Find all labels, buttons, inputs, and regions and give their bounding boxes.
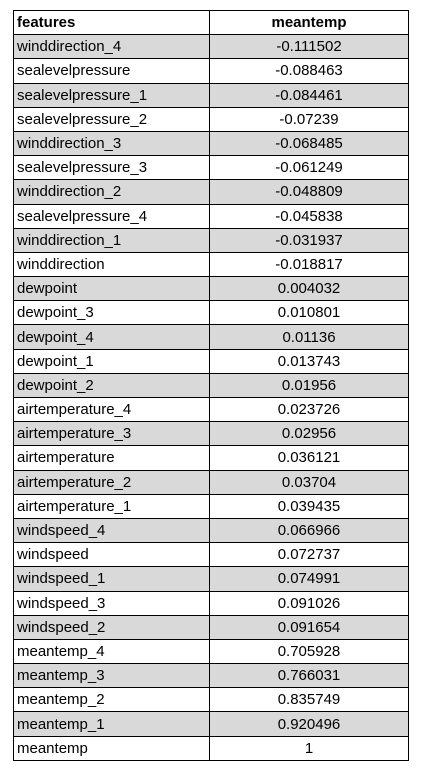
meantemp-value-cell: -0.048809: [210, 180, 409, 204]
table-row: dewpoint_4 0.01136: [14, 325, 409, 349]
meantemp-value-cell: 0.074991: [210, 567, 409, 591]
table-row: meantemp_2 0.835749: [14, 688, 409, 712]
feature-name-cell: dewpoint_4: [14, 325, 210, 349]
table-row: meantemp 1: [14, 736, 409, 760]
table-row: sealevelpressure_4 -0.045838: [14, 204, 409, 228]
feature-name-cell: winddirection_3: [14, 131, 210, 155]
feature-name-cell: airtemperature_2: [14, 470, 210, 494]
feature-name-cell: meantemp_4: [14, 639, 210, 663]
feature-name-cell: winddirection: [14, 252, 210, 276]
meantemp-value-cell: 0.066966: [210, 518, 409, 542]
table-row: airtemperature_1 0.039435: [14, 494, 409, 518]
feature-name-cell: airtemperature_1: [14, 494, 210, 518]
table-row: sealevelpressure_2 -0.07239: [14, 107, 409, 131]
feature-name-cell: meantemp: [14, 736, 210, 760]
correlation-table-container: features meantemp winddirection_4 -0.1115…: [13, 10, 409, 761]
column-header-meantemp: meantemp: [210, 11, 409, 35]
table-row: meantemp_3 0.766031: [14, 664, 409, 688]
feature-name-cell: dewpoint_2: [14, 373, 210, 397]
feature-name-cell: winddirection_2: [14, 180, 210, 204]
meantemp-value-cell: -0.045838: [210, 204, 409, 228]
feature-name-cell: sealevelpressure_1: [14, 83, 210, 107]
table-row: windspeed_2 0.091654: [14, 615, 409, 639]
table-row: airtemperature_3 0.02956: [14, 422, 409, 446]
meantemp-value-cell: 0.091026: [210, 591, 409, 615]
feature-name-cell: meantemp_1: [14, 712, 210, 736]
meantemp-value-cell: 0.766031: [210, 664, 409, 688]
feature-name-cell: windspeed: [14, 543, 210, 567]
correlation-table: features meantemp winddirection_4 -0.1115…: [13, 10, 409, 761]
meantemp-value-cell: 0.036121: [210, 446, 409, 470]
table-row: windspeed_1 0.074991: [14, 567, 409, 591]
feature-name-cell: airtemperature_4: [14, 398, 210, 422]
table-row: winddirection -0.018817: [14, 252, 409, 276]
feature-name-cell: airtemperature_3: [14, 422, 210, 446]
feature-name-cell: windspeed_3: [14, 591, 210, 615]
feature-name-cell: sealevelpressure_4: [14, 204, 210, 228]
meantemp-value-cell: 0.039435: [210, 494, 409, 518]
meantemp-value-cell: 0.023726: [210, 398, 409, 422]
meantemp-value-cell: 0.03704: [210, 470, 409, 494]
feature-name-cell: airtemperature: [14, 446, 210, 470]
feature-name-cell: meantemp_2: [14, 688, 210, 712]
table-row: windspeed_4 0.066966: [14, 518, 409, 542]
table-row: dewpoint_3 0.010801: [14, 301, 409, 325]
column-header-features: features: [14, 11, 210, 35]
meantemp-value-cell: 0.013743: [210, 349, 409, 373]
feature-name-cell: dewpoint_1: [14, 349, 210, 373]
table-row: airtemperature_2 0.03704: [14, 470, 409, 494]
meantemp-value-cell: 0.920496: [210, 712, 409, 736]
meantemp-value-cell: -0.031937: [210, 228, 409, 252]
meantemp-value-cell: -0.068485: [210, 131, 409, 155]
table-row: windspeed 0.072737: [14, 543, 409, 567]
feature-name-cell: windspeed_1: [14, 567, 210, 591]
table-row: airtemperature 0.036121: [14, 446, 409, 470]
meantemp-value-cell: 1: [210, 736, 409, 760]
table-header-row: features meantemp: [14, 11, 409, 35]
feature-name-cell: winddirection_4: [14, 35, 210, 59]
table-row: winddirection_2 -0.048809: [14, 180, 409, 204]
meantemp-value-cell: -0.061249: [210, 156, 409, 180]
meantemp-value-cell: 0.02956: [210, 422, 409, 446]
meantemp-value-cell: 0.091654: [210, 615, 409, 639]
feature-name-cell: winddirection_1: [14, 228, 210, 252]
table-row: airtemperature_4 0.023726: [14, 398, 409, 422]
meantemp-value-cell: 0.072737: [210, 543, 409, 567]
feature-name-cell: windspeed_4: [14, 518, 210, 542]
feature-name-cell: dewpoint: [14, 277, 210, 301]
feature-name-cell: sealevelpressure: [14, 59, 210, 83]
meantemp-value-cell: 0.010801: [210, 301, 409, 325]
table-row: dewpoint_2 0.01956: [14, 373, 409, 397]
meantemp-value-cell: -0.111502: [210, 35, 409, 59]
meantemp-value-cell: 0.01136: [210, 325, 409, 349]
table-row: winddirection_1 -0.031937: [14, 228, 409, 252]
table-body: winddirection_4 -0.111502 sealevelpressure…: [14, 35, 409, 761]
feature-name-cell: dewpoint_3: [14, 301, 210, 325]
feature-name-cell: sealevelpressure_2: [14, 107, 210, 131]
meantemp-value-cell: -0.088463: [210, 59, 409, 83]
meantemp-value-cell: -0.07239: [210, 107, 409, 131]
meantemp-value-cell: 0.004032: [210, 277, 409, 301]
table-row: winddirection_4 -0.111502: [14, 35, 409, 59]
table-row: dewpoint 0.004032: [14, 277, 409, 301]
table-row: windspeed_3 0.091026: [14, 591, 409, 615]
meantemp-value-cell: 0.705928: [210, 639, 409, 663]
meantemp-value-cell: 0.01956: [210, 373, 409, 397]
meantemp-value-cell: -0.084461: [210, 83, 409, 107]
table-row: sealevelpressure_1 -0.084461: [14, 83, 409, 107]
table-row: sealevelpressure -0.088463: [14, 59, 409, 83]
table-row: dewpoint_1 0.013743: [14, 349, 409, 373]
feature-name-cell: sealevelpressure_3: [14, 156, 210, 180]
meantemp-value-cell: -0.018817: [210, 252, 409, 276]
table-row: meantemp_1 0.920496: [14, 712, 409, 736]
table-row: sealevelpressure_3 -0.061249: [14, 156, 409, 180]
meantemp-value-cell: 0.835749: [210, 688, 409, 712]
feature-name-cell: windspeed_2: [14, 615, 210, 639]
feature-name-cell: meantemp_3: [14, 664, 210, 688]
table-row: winddirection_3 -0.068485: [14, 131, 409, 155]
table-row: meantemp_4 0.705928: [14, 639, 409, 663]
